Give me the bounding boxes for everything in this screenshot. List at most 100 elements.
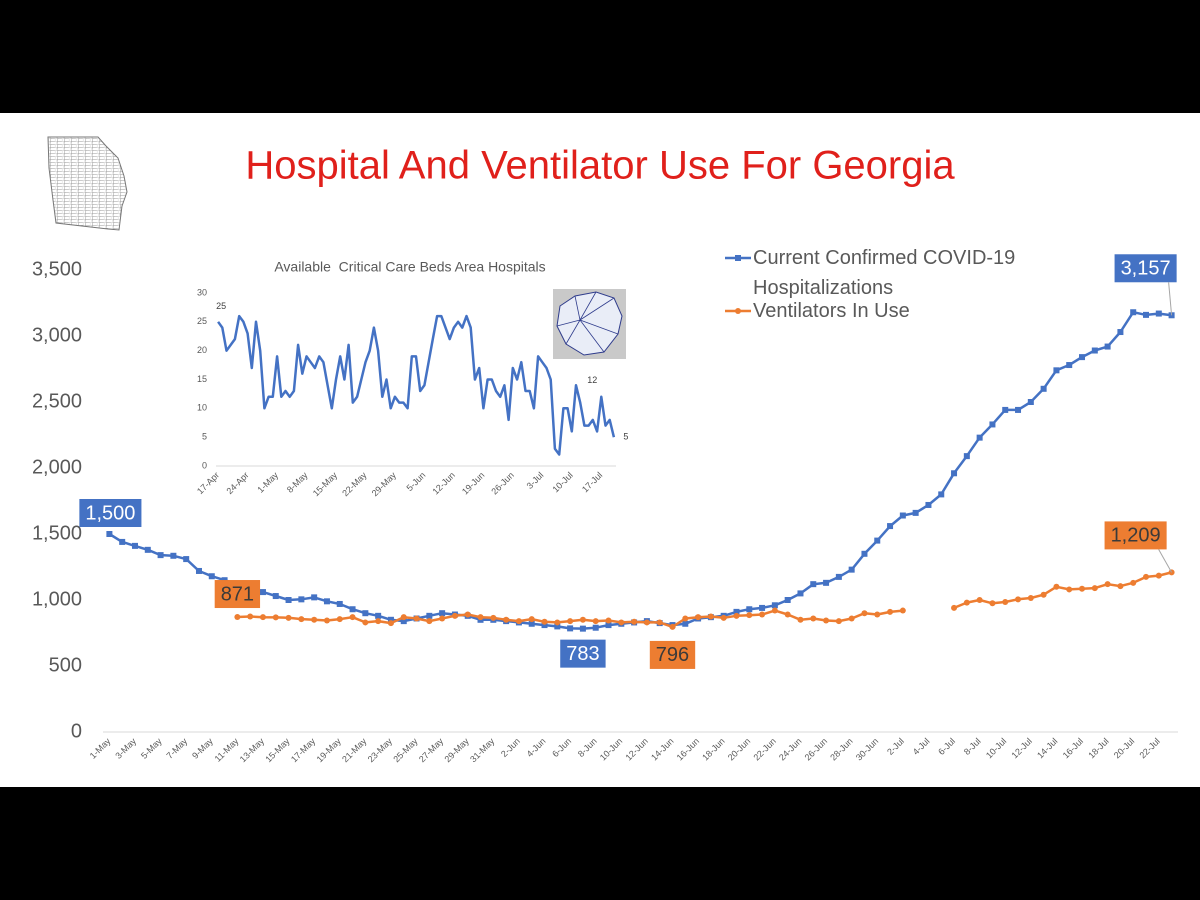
data-point xyxy=(183,556,190,563)
data-point xyxy=(1015,596,1022,603)
data-point xyxy=(899,512,906,519)
top-bar xyxy=(0,0,1200,113)
data-point xyxy=(810,581,817,588)
data-point xyxy=(259,614,266,621)
data-point xyxy=(426,618,433,625)
legend: Current Confirmed COVID-19 Hospitalizati… xyxy=(723,243,1063,326)
chart-title: Hospital And Ventilator Use For Georgia xyxy=(245,144,955,188)
data-point xyxy=(1117,583,1124,590)
data-point xyxy=(989,421,996,428)
legend-marker xyxy=(725,255,751,261)
data-point xyxy=(784,597,791,603)
data-point xyxy=(349,606,356,613)
data-point xyxy=(951,470,958,477)
data-point xyxy=(195,567,202,574)
data-point xyxy=(733,608,740,615)
data-point xyxy=(336,600,343,607)
data-point xyxy=(131,542,138,549)
data-point xyxy=(1104,343,1111,350)
data-point xyxy=(989,600,996,607)
data-point xyxy=(1002,406,1009,413)
legend-symbol xyxy=(735,255,741,261)
data-point xyxy=(387,620,394,627)
data-point xyxy=(682,620,689,627)
data-point xyxy=(938,491,945,498)
data-label-text: 3,157 xyxy=(1121,258,1171,280)
leader-line xyxy=(1158,549,1173,573)
data-point xyxy=(119,538,126,545)
data-point xyxy=(720,614,727,621)
data-label-box xyxy=(1114,254,1177,283)
data-point xyxy=(439,610,446,617)
data-point xyxy=(861,610,868,617)
data-point xyxy=(592,618,599,625)
data-point xyxy=(912,509,919,516)
y-tick-label: 25 xyxy=(197,316,207,326)
data-point xyxy=(887,523,894,530)
data-point xyxy=(656,619,663,626)
data-point xyxy=(823,579,830,586)
data-label: 25 xyxy=(216,301,226,311)
data-point xyxy=(746,612,753,619)
data-point xyxy=(400,614,407,621)
data-point xyxy=(963,599,970,606)
data-point xyxy=(387,616,394,623)
data-point xyxy=(1027,399,1034,405)
data-point xyxy=(1155,572,1162,579)
data-point xyxy=(272,593,279,600)
data-point xyxy=(439,615,446,622)
data-point xyxy=(887,608,894,615)
data-point xyxy=(298,596,305,603)
data-point xyxy=(528,616,535,623)
data-point xyxy=(106,531,113,537)
data-point xyxy=(1066,586,1073,593)
data-point xyxy=(848,615,855,622)
legend-symbol xyxy=(735,308,741,314)
data-point xyxy=(362,610,369,617)
data-point xyxy=(797,590,804,597)
series-line xyxy=(217,314,616,456)
data-point xyxy=(554,619,561,626)
data-point xyxy=(528,620,535,627)
data-point xyxy=(1130,579,1137,586)
legend-label: Ventilators In Use xyxy=(753,300,910,322)
data-point xyxy=(579,625,586,632)
data-point xyxy=(567,618,574,625)
data-point xyxy=(170,552,177,559)
data-label: 796 xyxy=(649,640,696,669)
data-point xyxy=(208,573,215,580)
data-point xyxy=(323,598,330,605)
data-point xyxy=(784,611,791,618)
data-point xyxy=(1015,406,1022,413)
data-point xyxy=(259,589,266,596)
data-point xyxy=(1066,362,1073,369)
data-point xyxy=(835,618,842,625)
data-point xyxy=(1104,581,1111,588)
data-point xyxy=(759,604,766,611)
data-label-box xyxy=(560,639,606,668)
data-label: 1,209 xyxy=(1104,521,1173,573)
data-point xyxy=(144,546,151,553)
data-point xyxy=(759,611,766,618)
data-point xyxy=(426,612,433,619)
data-label: 871 xyxy=(214,580,261,609)
y-tick-label: 1,000 xyxy=(32,588,82,610)
data-point xyxy=(1040,591,1047,598)
data-point xyxy=(362,619,369,626)
data-point xyxy=(976,597,983,603)
data-point xyxy=(515,618,522,625)
data-point xyxy=(823,617,830,624)
data-point xyxy=(669,623,676,630)
y-tick-label: 0 xyxy=(202,460,207,470)
y-tick-label: 3,500 xyxy=(32,258,82,280)
data-point xyxy=(554,623,561,630)
data-point xyxy=(643,619,650,626)
y-tick-label: 30 xyxy=(197,287,207,297)
data-point xyxy=(1143,573,1150,580)
data-label-text: 871 xyxy=(221,583,254,605)
legend-item: Current Confirmed COVID-19 Hospitalizati… xyxy=(723,243,1063,303)
legend-label: Current Confirmed COVID-19 Hospitalizati… xyxy=(753,247,1016,299)
y-tick-label: 15 xyxy=(197,374,207,384)
